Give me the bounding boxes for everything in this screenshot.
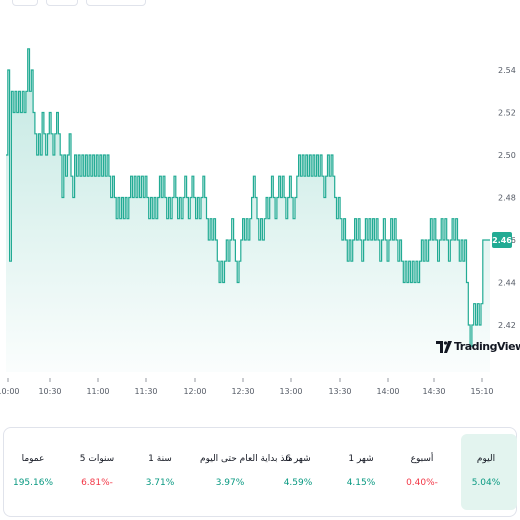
toolbar-button[interactable]	[86, 0, 146, 6]
last-price-label: 2.46	[492, 236, 512, 245]
performance-period-4[interactable]: منذ بداية العام حتى اليوم 3.97%	[200, 454, 293, 488]
tradingview-logo-text: TradingView	[454, 340, 520, 353]
price-chart-svg: 2.42 2.44 2.46 2.48 2.50 2.52 2.54 10:00 10:30 1…	[0, 48, 516, 396]
tradingview-logo-icon	[436, 340, 452, 353]
top-toolbar-edge	[0, 0, 520, 6]
y-tick-label: 2.42	[498, 321, 516, 330]
performance-period-2[interactable]: 1 شهر 4.15%	[331, 454, 391, 488]
performance-period-value: 0.40%-	[406, 478, 438, 488]
performance-period-value: 5.04%	[471, 478, 501, 488]
x-tick-label: 10:30	[38, 387, 61, 396]
performance-period-value: 195.16%	[12, 478, 54, 488]
performance-period-label: 5 سنوات	[79, 454, 115, 464]
tradingview-logo[interactable]: TradingView	[436, 340, 520, 353]
performance-period-5[interactable]: 1 سنة 3.71%	[130, 454, 190, 488]
x-tick-label: 12:00	[183, 387, 206, 396]
performance-period-label: 6 شهر	[285, 454, 311, 464]
x-tick-label: 14:30	[422, 387, 445, 396]
y-tick-label: 2.50	[498, 151, 516, 160]
performance-period-value: 3.97%	[215, 478, 245, 488]
y-tick-label: 2.52	[498, 109, 516, 118]
toolbar-button[interactable]	[12, 0, 38, 6]
price-chart[interactable]: 2.42 2.44 2.46 2.48 2.50 2.52 2.54 10:00 10:30 1…	[0, 0, 520, 400]
x-tick-label: 10:00	[0, 387, 20, 396]
performance-period-6[interactable]: 5 سنوات 6.81%-	[67, 454, 127, 488]
performance-period-1[interactable]: أسبوع 0.40%-	[392, 454, 452, 488]
price-line	[6, 48, 490, 347]
performance-period-label: 1 سنة	[148, 454, 172, 464]
x-tick-label: 11:00	[86, 387, 109, 396]
performance-period-label: منذ بداية العام حتى اليوم	[200, 454, 293, 464]
performance-period-label: عموما	[21, 454, 45, 464]
performance-period-label: أسبوع	[410, 454, 434, 464]
performance-period-value: 3.71%	[145, 478, 175, 488]
y-tick-label: 2.54	[498, 66, 516, 75]
performance-period-label: 1 شهر	[348, 454, 374, 464]
price-area-fill	[6, 48, 490, 373]
x-tick-label: 13:00	[279, 387, 302, 396]
x-tick-label: 12:30	[231, 387, 254, 396]
performance-period-0[interactable]: اليوم 5.04%	[456, 454, 516, 488]
performance-period-label: اليوم	[476, 454, 496, 464]
y-tick-label: 2.44	[498, 279, 516, 288]
performance-panel: اليوم 5.04% أسبوع 0.40%- 1 شهر 4.15% 6 شهر 4.59…	[3, 427, 517, 517]
x-tick-label: 15:10	[470, 387, 493, 396]
x-tick-label: 11:30	[134, 387, 157, 396]
performance-active-highlight	[461, 434, 517, 510]
y-tick-label: 2.48	[498, 194, 516, 203]
performance-period-value: 6.81%-	[81, 478, 113, 488]
toolbar-button[interactable]	[46, 0, 78, 6]
x-tick-label: 13:30	[328, 387, 351, 396]
last-price-badge	[492, 232, 512, 248]
performance-period-3[interactable]: 6 شهر 4.59%	[268, 454, 328, 488]
performance-period-value: 4.15%	[346, 478, 376, 488]
performance-period-value: 4.59%	[283, 478, 313, 488]
performance-period-7[interactable]: عموما 195.16%	[3, 454, 63, 488]
x-tick-label: 14:00	[376, 387, 399, 396]
